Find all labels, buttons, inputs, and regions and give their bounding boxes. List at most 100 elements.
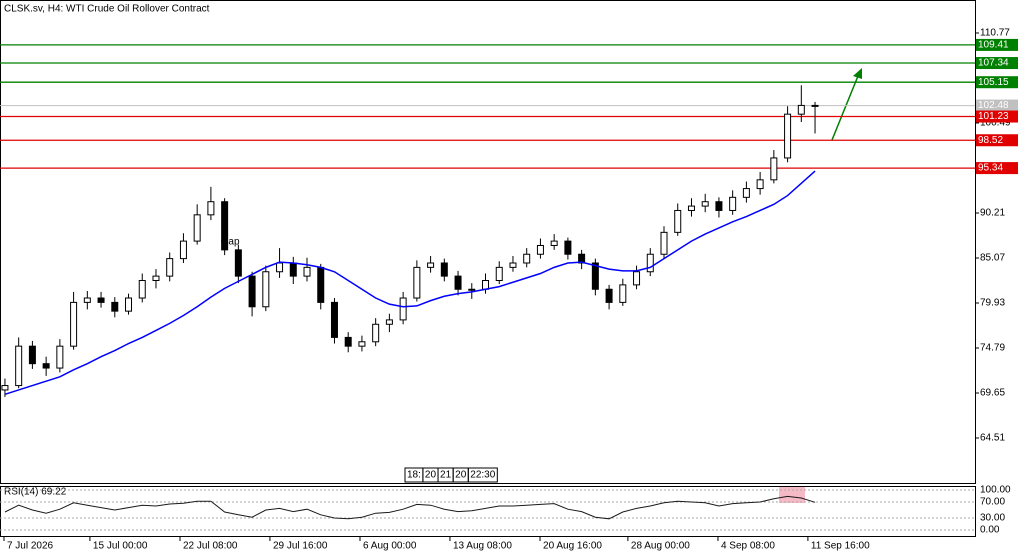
candle-body [454,275,462,290]
level-box [976,110,1018,123]
y-tick-label: 100.49 [980,118,1011,129]
rsi-tick-label: 70.00 [980,497,1005,508]
candle-body [276,262,284,273]
candle-body [289,262,297,277]
scroll-label: 20 [425,470,437,481]
candle-body [262,271,270,308]
candle-body [440,262,448,277]
level-box [976,162,1018,175]
candle-body [427,262,435,268]
candle-body [715,201,723,211]
candle-body [138,280,146,299]
candle-body [97,297,105,303]
candle-body [495,266,503,282]
candle-body [317,266,325,303]
candle-body [605,288,613,303]
candle-body [221,201,229,251]
candle-body [797,104,805,115]
candle-body [42,363,50,369]
x-tick-label: 7 Jul 2026 [7,541,54,552]
candle-body [166,258,174,277]
candle-body [303,266,311,277]
y-tick-label: 85.07 [980,253,1005,264]
candle-body [550,240,558,246]
candle-body [28,345,36,365]
y-tick-label: 74.79 [980,343,1005,354]
y-tick-label: 69.65 [980,388,1005,399]
candle-body [564,240,572,255]
candle-body [742,188,750,198]
candle-body [619,284,627,303]
candle-body [152,275,160,282]
candle-body [207,201,215,216]
candle-body [83,297,91,303]
candle-body [784,113,792,159]
candle-body [358,341,366,347]
candle-body [770,157,778,181]
candle-body [193,214,201,242]
x-tick-label: 20 Aug 16:00 [543,541,602,552]
candle-body [523,253,531,264]
candle-body [385,319,393,325]
candle-body [234,249,242,277]
candle-body [468,288,476,291]
annotation: Gap [221,237,240,248]
candle-body [633,271,641,286]
y-tick-label: 110.77 [980,28,1010,39]
x-tick-label: 15 Jul 00:00 [93,541,148,552]
level-box [976,57,1018,70]
level-label: 109.41 [978,40,1009,51]
candle-body [372,323,380,343]
y-tick-label: 64.51 [980,433,1005,444]
level-box [976,38,1018,51]
level-label: 101.23 [978,111,1009,122]
level-box [976,76,1018,89]
scroll-label: 21 [440,470,452,481]
candle-body [591,262,599,290]
level-label: 105.15 [978,77,1009,88]
scroll-label: 20 [455,470,467,481]
scroll-box [467,467,498,483]
scroll-label: 22:30 [470,470,495,481]
rsi-tick-label: 0.00 [980,525,1000,536]
candle-body [482,280,490,290]
candle-body [248,275,256,308]
rsi-tick-label: 100.00 [980,485,1011,496]
arrow-head [853,68,862,79]
rsi-line [4,495,816,520]
candle-body [509,262,517,268]
rsi-tick-label: 30.00 [980,513,1005,524]
candle-body [70,301,78,347]
rsi-highlight [779,487,805,503]
candle-body [111,301,119,312]
candle-body [674,209,682,233]
scroll-label: 18: [407,470,421,481]
candle-body [56,345,64,369]
last-price-box [976,99,1018,112]
candle-body [179,240,187,260]
candle-body [729,196,737,211]
last-price-label: 102.48 [978,100,1009,111]
candle-body [1,385,9,391]
arrow-line [831,75,859,141]
candle-body [536,244,544,255]
level-label: 98.52 [978,135,1003,146]
candle-body [701,201,709,207]
rsi-frame [0,486,976,537]
x-tick-label: 4 Sep 08:00 [721,541,775,552]
candle-body [399,297,407,321]
candle-body [15,345,23,387]
y-tick-label: 90.21 [980,208,1005,219]
y-tick-label: 79.93 [980,298,1005,309]
x-tick-label: 28 Aug 00:00 [631,541,690,552]
candle-body [687,205,695,211]
price-frame [0,0,976,484]
x-tick-label: 11 Sep 16:00 [811,541,870,552]
x-tick-label: 13 Aug 08:00 [453,541,512,552]
x-tick-label: 29 Jul 16:00 [273,541,328,552]
candle-body [125,297,133,312]
candle-body [756,179,764,190]
candle-body [344,336,352,347]
